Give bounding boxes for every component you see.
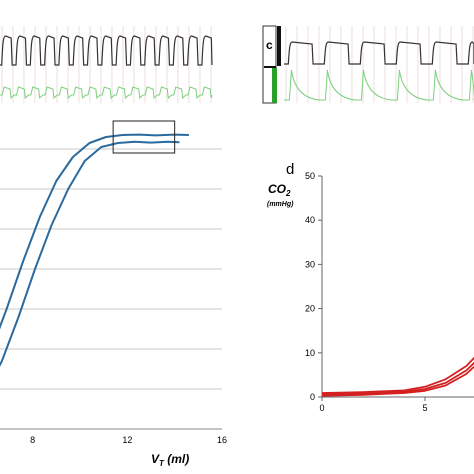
flow-waveform bbox=[0, 86, 213, 100]
y-tick-label: 20 bbox=[305, 304, 315, 314]
capnography-waveform bbox=[284, 41, 474, 65]
panel-d-letter: d bbox=[286, 161, 294, 178]
gridlines bbox=[0, 148, 222, 390]
series-group bbox=[321, 356, 474, 397]
series-line-1 bbox=[321, 361, 474, 396]
waveform-strip-left bbox=[0, 26, 213, 103]
y-axis-title: CO2 bbox=[268, 182, 291, 198]
x-tick-label: 5 bbox=[422, 403, 427, 413]
plateau-box bbox=[112, 120, 176, 154]
series-line-1 bbox=[0, 133, 189, 330]
series-group bbox=[0, 133, 189, 367]
panel-d-chart: d CO2 (mmHg) 0 10 20 30 40 50 0 5 10 bbox=[267, 161, 474, 413]
x-axis-title: VT (ml) bbox=[151, 452, 189, 468]
y-tick-label: 40 bbox=[305, 215, 315, 225]
panel-c-divider bbox=[264, 66, 276, 68]
flow-waveform bbox=[284, 69, 474, 101]
panel-c-marker-black bbox=[277, 26, 281, 66]
strip-grid bbox=[1, 26, 212, 103]
series-line-3 bbox=[321, 365, 474, 397]
panel-c: c bbox=[262, 25, 474, 104]
y-axis-unit: (mmHg) bbox=[267, 201, 294, 208]
y-tick-label: 10 bbox=[305, 348, 315, 358]
y-tick-label: 50 bbox=[305, 171, 315, 181]
x-tick-labels: 8 12 16 bbox=[30, 435, 227, 445]
x-tick-label: 16 bbox=[217, 435, 227, 445]
series-line-2 bbox=[0, 140, 180, 367]
capnography-waveform bbox=[0, 35, 213, 66]
x-tick-label: 8 bbox=[30, 435, 35, 445]
y-tick-labels: 0 10 20 30 40 50 bbox=[305, 171, 322, 402]
panel-c-marker-green bbox=[272, 68, 277, 103]
panel-c-letter: c bbox=[266, 38, 273, 52]
x-tick-label: 0 bbox=[319, 403, 324, 413]
x-tick-label: 12 bbox=[122, 435, 132, 445]
y-tick-label: 30 bbox=[305, 259, 315, 269]
left-chart: 8 12 16 VT (ml) bbox=[0, 120, 227, 468]
series-line-2 bbox=[321, 356, 474, 394]
y-tick-label: 0 bbox=[310, 392, 315, 402]
x-tick-labels: 0510 bbox=[319, 397, 428, 413]
